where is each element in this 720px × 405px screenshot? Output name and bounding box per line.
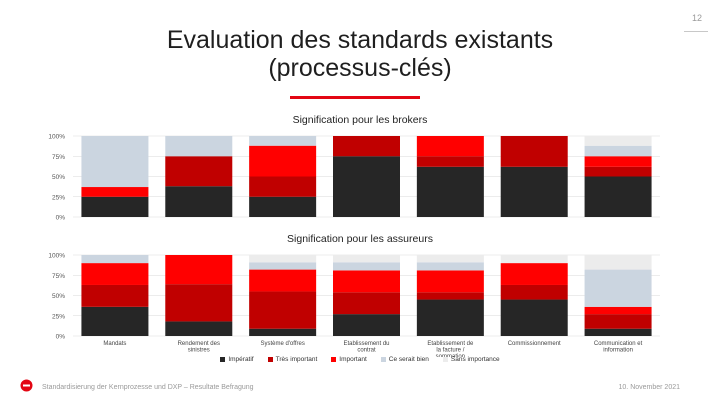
legend-label: Sans importance — [450, 356, 500, 363]
bar-segment — [81, 263, 149, 285]
bar-segment — [165, 284, 233, 322]
chart-legend: Impératif Très important Important Ce serai… — [0, 356, 720, 363]
bar-segment — [500, 284, 568, 300]
bar-segment — [584, 166, 652, 177]
footer-text: Standardisierung der Kernprozesse und DX… — [42, 384, 254, 391]
legend-swatch — [267, 357, 273, 362]
page-number: 12 — [691, 13, 702, 23]
bar-segment — [249, 255, 317, 263]
legend-swatch — [331, 357, 337, 362]
bar-segment — [500, 263, 568, 285]
x-tick-label: Etablissement de la facture / sommation — [427, 341, 474, 357]
bar-segment — [416, 136, 484, 157]
bar-segment — [333, 262, 400, 271]
bar-segment — [500, 299, 568, 336]
bar-segment — [81, 284, 149, 307]
chart-title-assureurs: Signification pour les assureurs — [287, 233, 433, 245]
slide-title-line1: Evaluation des standards existants — [166, 26, 554, 54]
chart-brokers: 0% 25% 50% 75% 100% — [48, 134, 660, 222]
company-logo-icon — [20, 379, 33, 392]
bar-segment — [165, 186, 233, 217]
bar-segment — [165, 321, 233, 336]
y-tick-label: 50% — [52, 293, 65, 300]
x-tick-label: Rendement des sinistres — [178, 341, 220, 354]
bar-segment — [249, 196, 317, 217]
y-tick-label: 0% — [56, 334, 66, 341]
bar-segment — [249, 176, 317, 197]
legend-label: Important — [339, 356, 367, 363]
bar-segment — [333, 156, 400, 217]
bar-segment — [416, 299, 484, 336]
y-tick-label: 75% — [52, 273, 65, 280]
legend-item: Impératif — [220, 356, 254, 363]
bar-segment — [500, 255, 568, 264]
x-tick-label: Commissionnement — [508, 341, 561, 347]
legend-label: Très important — [275, 356, 318, 363]
bar-segment — [500, 166, 568, 217]
bar-segment — [416, 166, 484, 217]
bar-segment — [81, 136, 149, 188]
bar-segment — [333, 314, 400, 336]
bar-segment — [584, 136, 652, 146]
legend-swatch — [380, 357, 386, 362]
y-tick-label: 100% — [48, 134, 65, 141]
slide-title-line2: (processus-clés) — [268, 54, 452, 82]
legend-item: Ce serait bien — [380, 356, 429, 363]
footer-date: 10. November 2021 — [618, 384, 680, 391]
bar-segment — [81, 196, 149, 217]
y-tick-label: 100% — [48, 253, 65, 260]
bar-segment — [584, 156, 652, 167]
bar-segment — [249, 262, 317, 270]
bar-segment — [584, 145, 652, 157]
legend-label: Ce serait bien — [388, 356, 429, 363]
title-underline — [290, 96, 420, 99]
bar-segment — [249, 269, 317, 292]
legend-swatch — [220, 357, 226, 362]
y-tick-label: 50% — [52, 174, 65, 181]
y-tick-label: 75% — [52, 154, 65, 161]
bar-segment — [416, 156, 484, 167]
bar-segment — [165, 136, 233, 157]
legend-label: Impératif — [228, 356, 254, 363]
bar-segment — [584, 176, 652, 217]
bar-segment — [165, 255, 233, 285]
bar-segment — [584, 328, 652, 336]
bar-segment — [584, 314, 652, 329]
page-number-divider — [684, 31, 708, 32]
bar-segment — [416, 270, 484, 293]
x-tick-label: Communication et information — [594, 341, 643, 354]
bar-segment — [584, 269, 652, 307]
bar-segment — [333, 270, 400, 293]
bar-segment — [249, 291, 317, 329]
legend-item: Sans importance — [442, 356, 500, 363]
y-tick-label: 0% — [56, 215, 66, 222]
chart-assureurs: 0% 25% 50% 75% 100% Mandats Rendement des sinis… — [48, 253, 660, 357]
x-tick-label: Système d'offres — [260, 341, 304, 347]
bar-segment — [81, 306, 149, 336]
bar-segment — [333, 255, 400, 263]
chart-title-brokers: Signification pour les brokers — [292, 114, 428, 126]
bar-segment — [249, 145, 317, 177]
bar-segment — [500, 136, 568, 167]
legend-item: Très important — [267, 356, 318, 363]
bar-segment — [249, 136, 317, 146]
y-tick-label: 25% — [52, 313, 65, 320]
bar-segment — [333, 136, 400, 157]
bar-segment — [249, 328, 317, 336]
legend-swatch — [442, 357, 448, 362]
bar-segment — [81, 187, 149, 197]
x-tick-label: Etablissement du contrat — [343, 341, 389, 354]
bar-segment — [333, 292, 400, 315]
slide-title: Evaluation des standards existants (proc… — [0, 26, 720, 82]
bar-segment — [165, 156, 233, 187]
bar-segment — [81, 255, 149, 264]
x-tick-label: Mandats — [103, 341, 126, 347]
bar-segment — [416, 262, 484, 271]
bar-segment — [584, 255, 652, 270]
y-tick-label: 25% — [52, 194, 65, 201]
bar-segment — [416, 255, 484, 263]
bar-segment — [416, 292, 484, 300]
legend-item: Important — [331, 356, 367, 363]
bar-segment — [584, 306, 652, 315]
